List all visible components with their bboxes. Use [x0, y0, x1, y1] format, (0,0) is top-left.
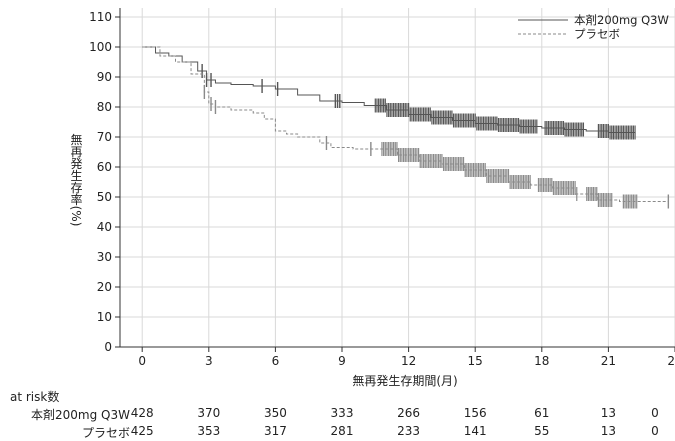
y-tick-label: 100 — [89, 40, 112, 54]
y-tick-label: 60 — [97, 160, 112, 174]
y-tick-label: 30 — [97, 250, 112, 264]
at-risk-value: 233 — [397, 424, 421, 438]
y-tick-label: 70 — [97, 130, 112, 144]
at-risk-value: 428 — [130, 406, 154, 420]
at-risk-value: 353 — [197, 424, 221, 438]
at-risk-row: プラセボ 425 353 317 281 233 141 55 13 0 — [0, 424, 675, 440]
x-tick-label: 6 — [272, 354, 280, 368]
x-tick-label: 21 — [601, 354, 616, 368]
at-risk-value: 13 — [600, 406, 617, 420]
at-risk-value: 317 — [263, 424, 287, 438]
at-risk-value: 156 — [463, 406, 487, 420]
legend-label-placebo: プラセボ — [574, 27, 620, 41]
y-tick-label: 110 — [89, 10, 112, 24]
at-risk-value: 333 — [330, 406, 354, 420]
y-tick-label: 0 — [104, 340, 112, 354]
at-risk-value: 266 — [397, 406, 421, 420]
at-risk-value: 0 — [651, 424, 659, 438]
y-axis-title: 無再発生存率(%) — [69, 132, 83, 226]
x-axis-title: 無再発生存期間(月) — [352, 373, 457, 388]
at-risk-value: 13 — [600, 424, 617, 438]
tick-labels: 0 10 20 30 40 50 60 70 80 90 100 110 0 3 6 9 12 15 18 21 24 — [89, 10, 675, 368]
series-treatment — [142, 46, 636, 140]
at-risk-value: 350 — [263, 406, 287, 420]
x-tick-label: 24 — [667, 354, 675, 368]
at-risk-value: 425 — [130, 424, 154, 438]
axes — [115, 8, 675, 352]
x-tick-label: 0 — [138, 354, 146, 368]
y-tick-label: 90 — [97, 70, 112, 84]
at-risk-table: at risk数 本剤200mg Q3W 428 370 350 333 266 156 61… — [0, 388, 675, 441]
at-risk-value: 55 — [534, 424, 550, 438]
km-chart: 010203040506070809010011003691215182124 … — [69, 8, 675, 388]
y-tick-label: 40 — [97, 220, 112, 234]
at-risk-value: 281 — [330, 424, 354, 438]
at-risk-row: 本剤200mg Q3W 428 370 350 333 266 156 61 13 0 — [0, 406, 675, 422]
y-tick-label: 50 — [97, 190, 112, 204]
at-risk-value: 0 — [651, 406, 659, 420]
x-tick-label: 18 — [534, 354, 549, 368]
series-line-treatment — [142, 46, 636, 134]
at-risk-row-name: プラセボ — [81, 426, 130, 440]
x-tick-label: 3 — [205, 354, 213, 368]
y-tick-label: 20 — [97, 280, 112, 294]
x-tick-label: 9 — [338, 354, 346, 368]
survival-curves — [142, 46, 670, 209]
at-risk-value: 141 — [463, 424, 487, 438]
x-tick-label: 15 — [468, 354, 483, 368]
grid — [120, 8, 675, 347]
legend-label-treatment: 本剤200mg Q3W — [574, 13, 669, 27]
y-tick-label: 80 — [97, 100, 112, 114]
y-tick-label: 10 — [97, 310, 112, 324]
series-line-placebo — [142, 46, 669, 202]
at-risk-row-name: 本剤200mg Q3W — [31, 408, 130, 422]
at-risk-value: 370 — [197, 406, 221, 420]
series-placebo — [142, 46, 670, 209]
at-risk-title: at risk数 — [10, 390, 60, 404]
x-tick-label: 12 — [401, 354, 416, 368]
at-risk-value: 61 — [534, 406, 550, 420]
